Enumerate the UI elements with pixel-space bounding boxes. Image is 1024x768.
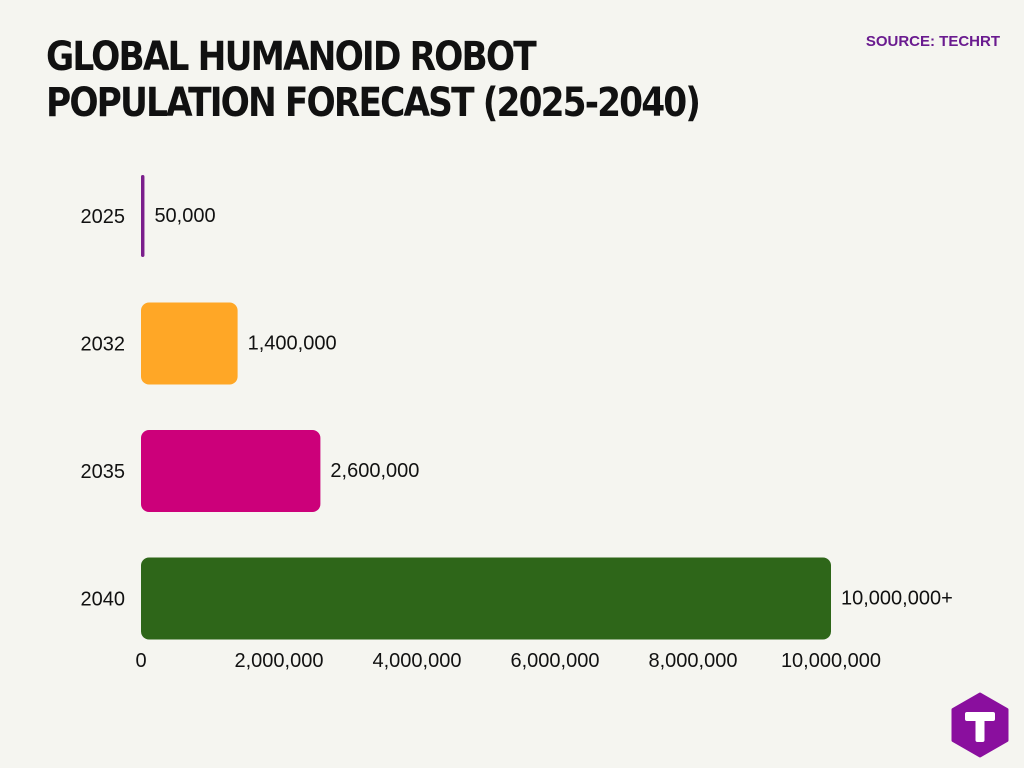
- bar-2040: [141, 557, 831, 640]
- bar-2035: [141, 430, 321, 512]
- data-label-2035: 2,600,000: [330, 460, 419, 482]
- data-label-2040: 10,000,000+: [841, 588, 953, 610]
- x-tick-label: 6,000,000: [511, 650, 600, 672]
- category-label-2035: 2035: [81, 461, 126, 483]
- source-label: SOURCE: TECHRT: [865, 33, 1000, 50]
- x-tick-label: 0: [135, 650, 146, 672]
- bar-2032: [141, 302, 238, 385]
- x-tick-label: 2,000,000: [235, 650, 324, 672]
- chart-title: GLOBAL HUMANOID ROBOT POPULATION FORECAS…: [46, 34, 701, 126]
- x-tick-label: 10,000,000: [781, 650, 881, 672]
- techrt-logo-icon: [951, 692, 1009, 758]
- x-tick-label: 4,000,000: [373, 650, 462, 672]
- category-label-2025: 2025: [81, 206, 126, 228]
- data-label-2025: 50,000: [154, 205, 215, 227]
- category-label-2032: 2032: [81, 334, 126, 356]
- category-label-2040: 2040: [81, 589, 126, 611]
- data-label-2032: 1,400,000: [248, 333, 337, 355]
- x-tick-label: 8,000,000: [649, 650, 738, 672]
- bar-2025: [141, 175, 145, 257]
